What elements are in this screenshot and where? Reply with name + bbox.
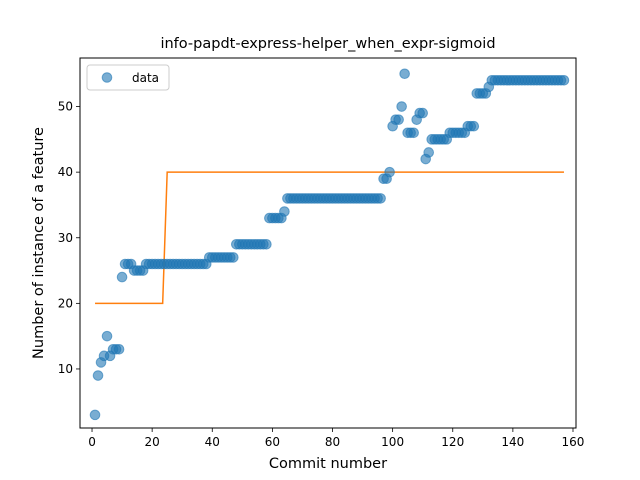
x-axis-label: Commit number	[269, 456, 387, 472]
data-point	[417, 107, 428, 119]
axes-frame	[79, 57, 577, 429]
data-point	[393, 114, 404, 125]
x-tick-label: 80	[325, 435, 340, 449]
axis-ticks: 0 20 40 60 80 100 120 140 160 10 20 30 40 50	[58, 100, 585, 449]
data-point	[375, 193, 386, 204]
x-tick-label: 40	[205, 435, 220, 449]
x-tick-label: 160	[562, 435, 585, 449]
legend-marker-data	[101, 72, 113, 83]
legend-frame	[86, 64, 170, 91]
y-tick-label: 40	[58, 165, 73, 179]
data-point	[101, 330, 113, 342]
x-tick-label: 0	[88, 435, 96, 449]
y-tick-label: 30	[58, 231, 73, 245]
y-tick-label: 50	[58, 100, 73, 114]
y-tick-label: 10	[58, 362, 73, 376]
data-point	[384, 166, 395, 178]
data-point	[399, 68, 410, 80]
data-point	[92, 370, 104, 381]
data-point	[261, 239, 272, 250]
data-point	[558, 75, 570, 86]
x-tick-label: 20	[145, 435, 160, 449]
y-axis-label: Number of instance of a feature	[31, 127, 47, 359]
data-point	[396, 101, 407, 112]
legend: data	[86, 64, 170, 91]
x-tick-label: 60	[265, 435, 280, 449]
data-point	[89, 409, 101, 421]
y-tick-label: 20	[58, 296, 73, 310]
data-point	[408, 127, 419, 139]
plot-area	[89, 68, 570, 421]
data-point	[228, 252, 239, 263]
data-point	[113, 343, 125, 355]
chart-title: info-papdt-express-helper_when_expr-sigm…	[160, 36, 495, 52]
data-point	[468, 120, 480, 132]
data-point	[279, 206, 290, 217]
legend-label-data: data	[132, 71, 159, 85]
x-tick-label: 140	[501, 435, 524, 449]
x-tick-label: 100	[381, 435, 404, 449]
data-point	[423, 147, 435, 158]
data-point	[116, 271, 128, 283]
fit-line	[95, 171, 564, 305]
x-tick-label: 120	[441, 435, 464, 449]
